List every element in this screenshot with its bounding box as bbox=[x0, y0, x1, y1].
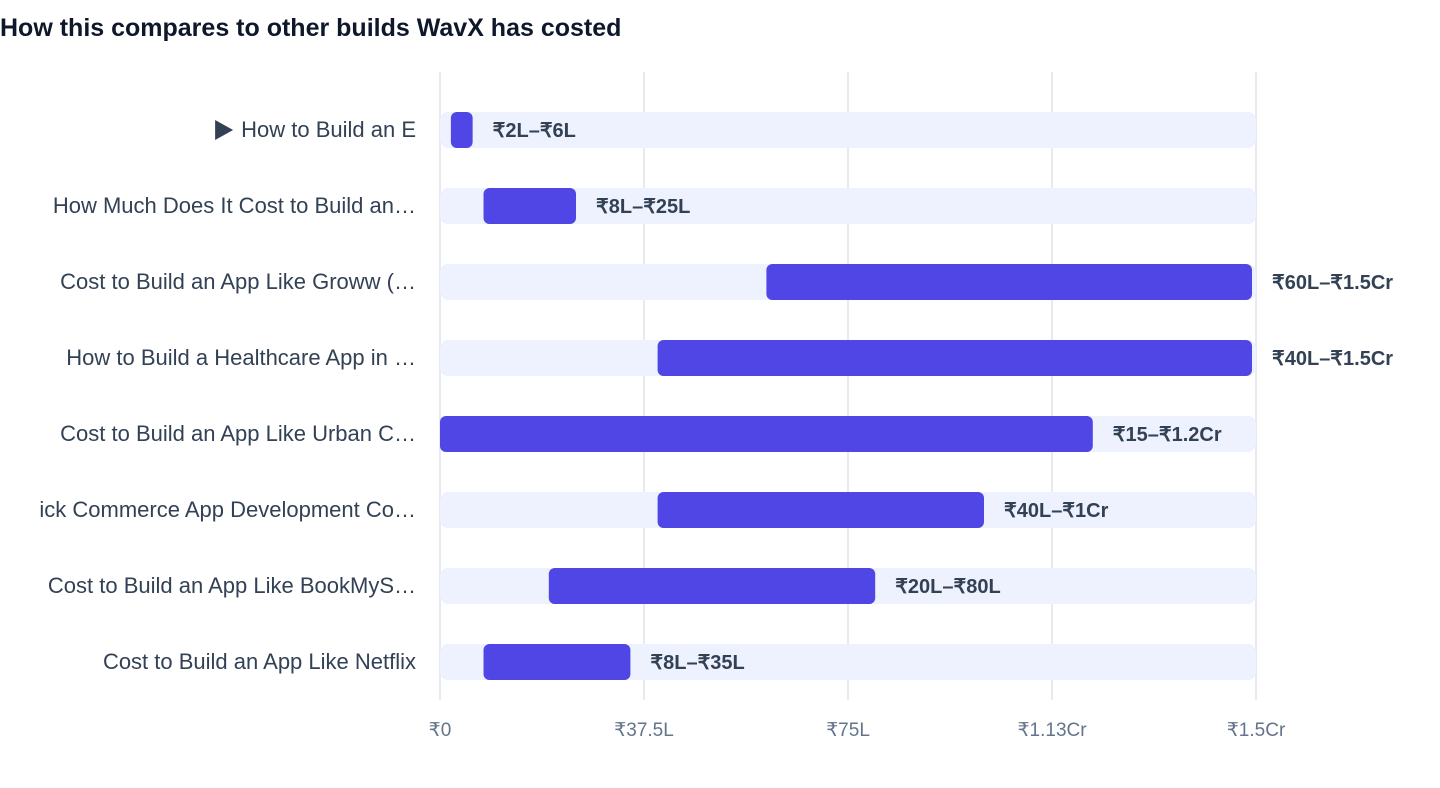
range-bar[interactable] bbox=[450, 112, 473, 148]
x-tick-label: ₹75L bbox=[826, 720, 870, 741]
bar-track bbox=[440, 644, 1256, 680]
category-label[interactable]: How to Build a Healthcare App in … bbox=[66, 345, 416, 370]
category-label[interactable]: Cost to Build an App Like Urban C… bbox=[60, 421, 416, 446]
range-bar[interactable] bbox=[766, 264, 1252, 300]
value-labels: ₹2L–₹6L ₹8L–₹25L ₹60L–₹1.5Cr ₹40L–₹1.5Cr ₹15… bbox=[493, 120, 1394, 674]
bar-track bbox=[440, 112, 1256, 148]
range-bars bbox=[440, 112, 1252, 680]
x-axis-ticks: ₹0 ₹37.5L ₹75L ₹1.13Cr ₹1.5Cr bbox=[429, 720, 1286, 741]
value-label: ₹2L–₹6L bbox=[493, 120, 576, 142]
category-label[interactable]: Cost to Build an App Like Groww (… bbox=[60, 269, 416, 294]
range-bar[interactable] bbox=[440, 416, 1093, 452]
highlight-marker-icon bbox=[215, 120, 234, 140]
category-label[interactable]: How to Build an E bbox=[241, 117, 416, 142]
x-tick-label: ₹1.5Cr bbox=[1227, 720, 1286, 741]
range-bar[interactable] bbox=[548, 568, 876, 604]
value-label: ₹60L–₹1.5Cr bbox=[1272, 272, 1393, 294]
category-label[interactable]: ick Commerce App Development Co… bbox=[39, 497, 416, 522]
range-bar[interactable] bbox=[483, 188, 576, 224]
range-bar[interactable] bbox=[657, 492, 984, 528]
category-label[interactable]: How Much Does It Cost to Build an… bbox=[53, 193, 416, 218]
x-tick-label: ₹0 bbox=[429, 720, 452, 741]
value-label: ₹8L–₹35L bbox=[650, 652, 744, 674]
chart-title: How this compares to other builds WavX h… bbox=[0, 14, 622, 42]
value-label: ₹15–₹1.2Cr bbox=[1113, 424, 1222, 446]
value-label: ₹8L–₹25L bbox=[596, 196, 690, 218]
value-label: ₹40L–₹1.5Cr bbox=[1272, 348, 1393, 370]
category-label[interactable]: Cost to Build an App Like BookMyS… bbox=[48, 573, 416, 598]
x-tick-label: ₹1.13Cr bbox=[1017, 720, 1087, 741]
range-bar[interactable] bbox=[657, 340, 1252, 376]
category-labels: How to Build an E How Much Does It Cost t… bbox=[39, 117, 416, 674]
category-label[interactable]: Cost to Build an App Like Netflix bbox=[103, 649, 416, 674]
grid-lines bbox=[439, 72, 1257, 700]
value-label: ₹20L–₹80L bbox=[895, 576, 1001, 598]
bar-track bbox=[440, 188, 1256, 224]
value-label: ₹40L–₹1Cr bbox=[1004, 500, 1109, 522]
range-bar[interactable] bbox=[483, 644, 631, 680]
x-tick-label: ₹37.5L bbox=[614, 720, 674, 741]
